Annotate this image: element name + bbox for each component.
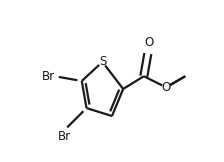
Text: Br: Br: [42, 70, 55, 83]
Text: O: O: [144, 36, 153, 49]
Text: Br: Br: [58, 130, 71, 143]
Text: O: O: [162, 81, 171, 94]
Text: S: S: [99, 55, 106, 68]
